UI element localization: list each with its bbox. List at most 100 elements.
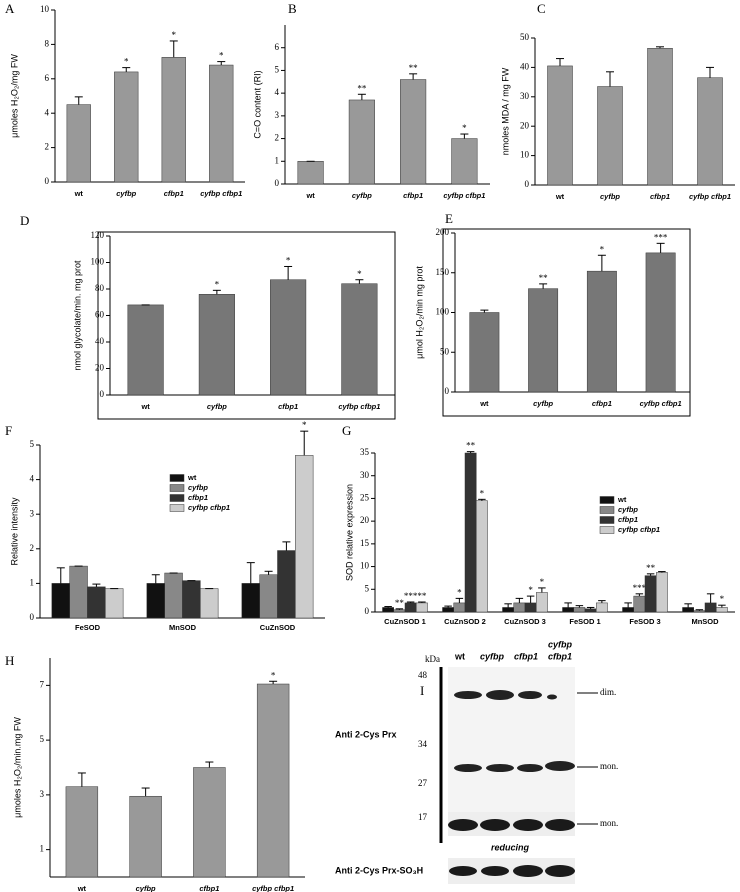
bar [622,607,634,613]
y-tick-label: 0 [100,389,105,399]
panel-letter: A [5,1,15,16]
bar [393,609,406,613]
x-tick-label: cfbp1 [199,884,219,892]
bar [597,86,623,186]
y-tick-label: 0 [275,178,280,188]
x-tick-label: wt [479,399,489,408]
lane-label: cfbp1 [514,651,538,661]
y-axis-label: C=O content (RI) [252,70,262,138]
bar [416,602,428,613]
y-tick-label: 5 [275,64,280,74]
x-tick-label: cfbp1 [164,189,184,198]
marker: 48 [418,670,428,680]
y-tick-label: 50 [440,346,450,356]
y-tick-label: 10 [360,561,370,571]
y-axis-label: μmoles H₂O₂/min.mg FW [12,717,22,818]
legend-swatch [599,526,615,534]
significance: ** [466,441,476,451]
x-tick-label: cfbp1 [403,191,423,200]
y-tick-label: 3 [275,110,280,120]
bar [400,79,427,185]
legend-label: cyfbp [618,505,638,514]
condition: reducing [491,842,530,852]
bar [209,64,234,183]
legend-label: cyfbp [188,483,208,492]
x-tick-label: cyfbp [600,192,620,201]
significance: * [480,488,485,498]
x-tick-label: FeSOD [75,623,101,632]
y-axis-label: nmoles MDA / mg FW [500,67,510,155]
panel-letter: I [420,683,424,698]
bar [469,312,500,393]
panel-letter: E [445,211,453,226]
y-tick-label: 2 [30,543,35,553]
bar [453,602,466,613]
y-tick-label: 5 [40,734,45,744]
bar [65,786,99,878]
bar [633,595,646,613]
bar [656,572,668,613]
y-axis-label: Relative intensity [9,497,19,566]
significance: *** [654,232,668,242]
y-tick-label: 30 [520,91,530,101]
bar [528,288,559,393]
significance: *** [633,583,647,593]
x-tick-label: FeSOD 3 [629,617,660,626]
y-tick-label: 20 [520,120,530,130]
y-tick-label: 15 [360,538,370,548]
bar [596,602,608,613]
x-tick-label: cyfbp cfbp1 [338,402,380,411]
legend-swatch [169,494,185,502]
marker: 27 [418,778,428,788]
significance: * [124,57,129,67]
significance: ** [539,273,549,283]
significance: * [271,670,276,680]
y-tick-label: 8 [45,38,50,48]
legend-label: wt [617,495,627,504]
y-tick-label: 120 [91,230,105,240]
x-tick-label: cyfbp [352,191,372,200]
x-tick-label: wt [77,884,87,892]
y-axis-label: nmol glycolate/min. mg prot [72,260,82,371]
bar [697,77,723,186]
legend-label: cfbp1 [188,493,208,502]
bands [449,865,575,877]
significance: * [172,30,177,40]
bar [277,550,296,619]
y-tick-label: 40 [520,61,530,71]
y-tick-label: 10 [40,4,50,14]
bar [704,602,717,613]
legend-swatch [169,484,185,492]
x-tick-label: CuZnSOD [260,623,296,632]
legend-swatch [599,506,615,514]
x-tick-label: wt [305,191,315,200]
significance: ** [395,598,405,608]
bar [161,57,186,183]
bar [182,580,201,619]
x-tick-label: wt [140,402,150,411]
x-tick-label: cfbp1 [592,399,612,408]
y-tick-label: 10 [520,150,530,160]
lane-label: cyfbp [480,651,505,661]
y-tick-label: 1 [275,155,280,165]
y-tick-label: 1 [30,577,35,587]
y-tick-label: 4 [45,107,50,117]
legend-label: wt [187,473,197,482]
y-tick-label: 20 [95,363,105,373]
bar [66,104,91,183]
legend-swatch [169,474,185,482]
y-tick-label: 1 [40,844,45,854]
significance: * [219,51,224,61]
x-tick-label: FeSOD 1 [569,617,600,626]
bar [584,608,597,613]
y-tick-label: 100 [436,307,450,317]
x-tick-label: cyfbp cfbp1 [443,191,485,200]
antibody: Anti 2-Cys Prx-SO₃H [335,865,423,875]
panel-letter: C [537,1,546,16]
y-tick-label: 2 [45,142,50,152]
y-axis-label: SOD relative expression [344,484,354,581]
x-tick-label: MnSOD [691,617,719,626]
legend-swatch [169,504,185,512]
bar [259,574,278,619]
